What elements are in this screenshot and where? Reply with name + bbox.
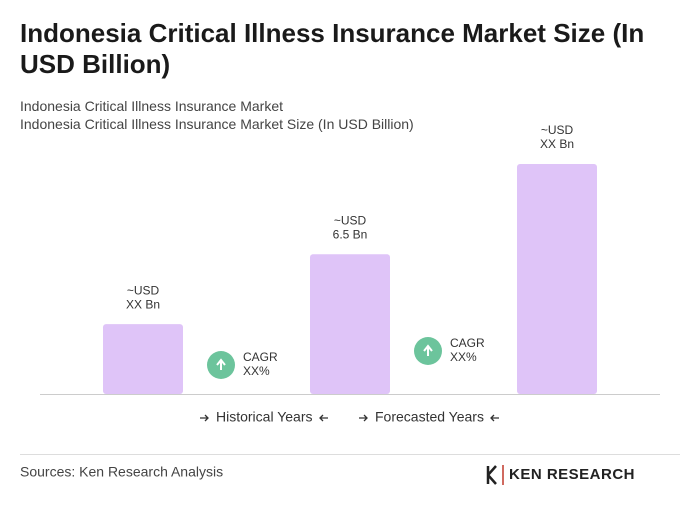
legend-label: Forecasted Years — [375, 409, 484, 425]
subtitle: Indonesia Critical Illness Insurance Mar… — [20, 98, 284, 114]
value-label: XX Bn — [540, 137, 574, 151]
logo: KEN RESEARCH — [509, 466, 635, 483]
cagr-label: CAGR — [243, 350, 278, 364]
legend-label: Historical Years — [216, 409, 313, 425]
chart-title: Indonesia Critical Illness Insurance Mar… — [20, 18, 645, 79]
legend-arrow — [359, 414, 368, 422]
cagr-arrow — [423, 344, 433, 356]
legend-arrow — [200, 414, 209, 422]
source: Sources: Ken Research Analysis — [20, 464, 223, 480]
cagr-label: XX% — [450, 350, 477, 364]
value-label: 6.5 Bn — [333, 227, 368, 241]
legend-arrow — [490, 414, 499, 422]
subtitle: Indonesia Critical Illness Insurance Mar… — [20, 116, 414, 132]
bar — [103, 324, 183, 394]
bar — [310, 254, 390, 394]
value-label: XX Bn — [126, 297, 160, 311]
value-label: ~USD — [541, 123, 574, 137]
bar — [517, 164, 597, 394]
cagr-label: CAGR — [450, 336, 485, 350]
legend-arrow — [319, 414, 328, 422]
logo-icon — [486, 465, 504, 485]
cagr-label: XX% — [243, 364, 270, 378]
value-label: ~USD — [334, 213, 367, 227]
cagr-arrow — [216, 358, 226, 370]
value-label: ~USD — [127, 283, 160, 297]
